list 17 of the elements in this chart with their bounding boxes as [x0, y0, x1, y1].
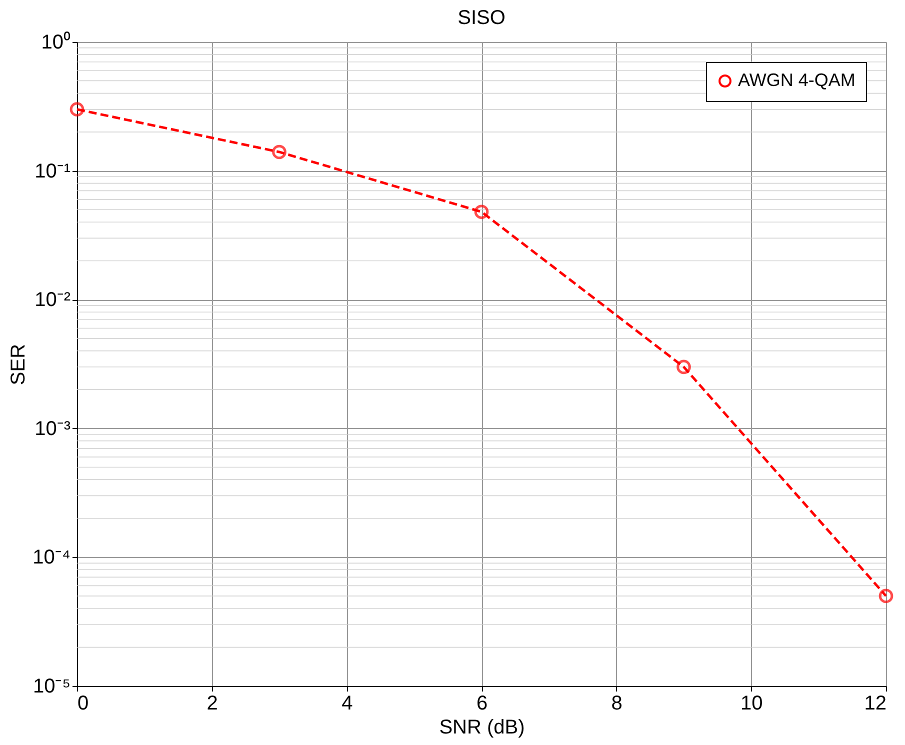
chart-title: SISO [458, 7, 506, 29]
x-tick-label: 4 [342, 692, 353, 714]
y-tick-label: 10⁻³ [34, 418, 71, 440]
x-axis-title: SNR (dB) [439, 716, 525, 738]
y-axis-title: SER [8, 344, 30, 386]
y-tick-label: 10⁻⁴ [32, 546, 70, 569]
x-tick-label: 6 [476, 692, 488, 714]
y-tick-label: 10⁻² [34, 289, 71, 312]
x-tick-label: 0 [78, 692, 89, 714]
x-tick-label: 8 [611, 692, 622, 714]
y-tick-label: 10⁻⁵ [32, 676, 70, 698]
y-tick-label: 10⁰ [41, 30, 70, 54]
legend-label: AWGN 4-QAM [738, 70, 856, 90]
y-tick-label: 10⁻¹ [34, 160, 71, 182]
x-tick-label: 12 [864, 692, 886, 714]
x-tick-label: 10 [740, 692, 763, 714]
x-tick-label: 2 [206, 692, 218, 714]
